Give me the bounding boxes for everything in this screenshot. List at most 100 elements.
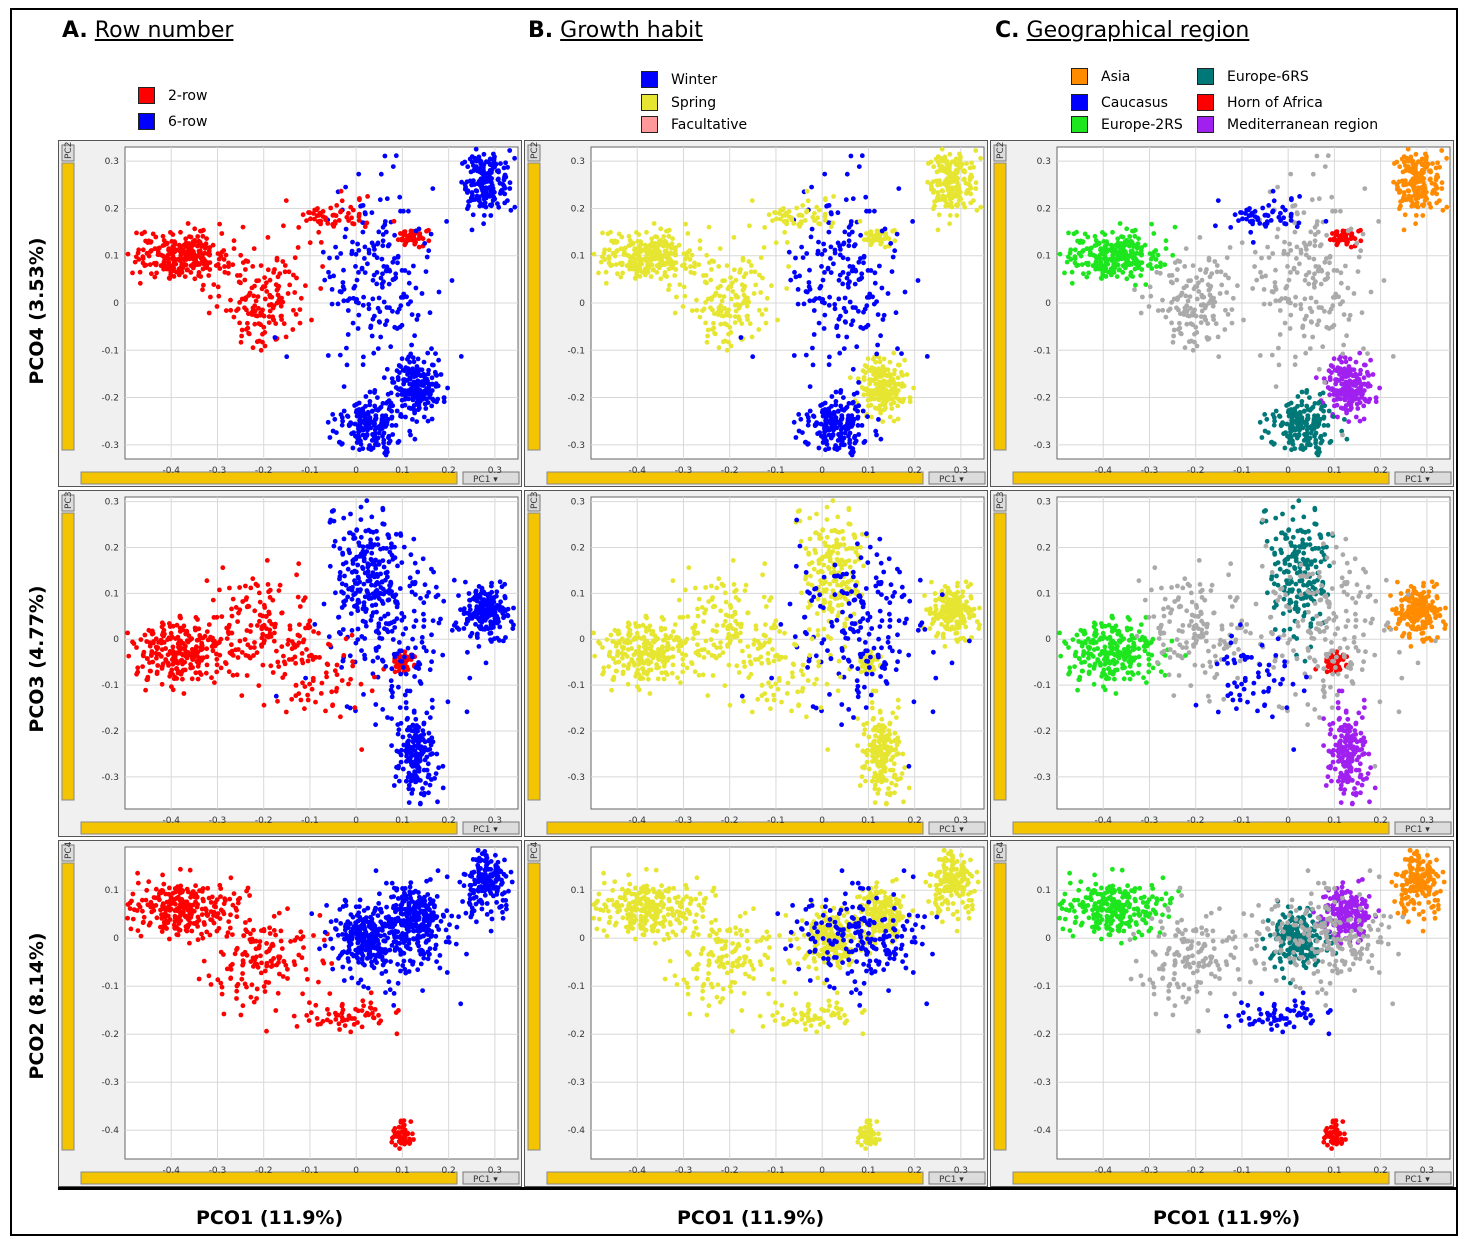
data-point <box>888 241 894 246</box>
data-point <box>246 330 252 336</box>
data-point <box>393 385 399 390</box>
data-point <box>380 271 385 277</box>
scatter-panel-c-1: PC2 PC1 ▾ -0.4 -0.3 -0.2 -0.1 0 0.1 0.2 0.3 0.3 0.2… <box>990 140 1454 487</box>
data-point <box>935 227 941 233</box>
data-point <box>710 327 715 332</box>
data-point <box>874 299 879 304</box>
data-point <box>1340 432 1345 438</box>
data-point <box>807 384 813 389</box>
data-point <box>436 289 442 295</box>
data-point <box>1292 432 1298 438</box>
data-point <box>784 286 790 291</box>
data-point <box>1396 179 1402 185</box>
data-point <box>766 212 772 218</box>
data-point <box>865 356 871 362</box>
data-point <box>419 750 424 756</box>
data-point <box>911 385 916 391</box>
data-point <box>495 177 501 182</box>
data-point <box>404 717 410 722</box>
data-point <box>367 389 373 395</box>
data-point <box>817 221 823 227</box>
data-point <box>784 218 790 224</box>
data-point <box>1140 294 1145 300</box>
data-point <box>712 311 717 317</box>
data-point <box>1062 270 1067 276</box>
data-point <box>1338 405 1344 411</box>
data-point <box>357 416 363 422</box>
data-point <box>1308 319 1314 324</box>
data-point <box>1259 435 1265 440</box>
data-point <box>726 339 731 345</box>
data-point <box>1294 244 1300 250</box>
data-point <box>1432 189 1437 195</box>
data-point <box>345 566 351 572</box>
data-point <box>706 224 712 230</box>
data-point <box>1196 289 1202 294</box>
data-point <box>661 234 667 239</box>
data-point <box>1419 168 1425 173</box>
data-point <box>1111 262 1117 267</box>
data-point <box>842 319 848 324</box>
data-point <box>1312 271 1317 277</box>
data-point <box>331 273 336 279</box>
data-point <box>385 391 391 397</box>
data-point <box>823 416 829 422</box>
data-point <box>380 413 385 419</box>
data-point <box>1342 397 1348 403</box>
data-point <box>392 669 398 675</box>
data-point <box>847 440 852 446</box>
data-point <box>1294 256 1299 261</box>
data-point <box>412 436 418 442</box>
data-point <box>807 298 813 304</box>
data-point <box>147 643 153 649</box>
data-point <box>859 423 865 428</box>
data-point <box>1266 430 1271 435</box>
data-point <box>958 154 963 160</box>
data-point <box>865 397 871 403</box>
data-point <box>602 247 608 253</box>
data-point <box>169 667 175 673</box>
data-point <box>837 350 843 356</box>
data-point <box>223 252 229 258</box>
data-point <box>850 305 856 310</box>
data-point <box>392 256 397 261</box>
data-point <box>180 627 186 633</box>
data-point <box>244 327 249 332</box>
data-point <box>826 203 832 208</box>
data-point <box>422 757 428 763</box>
data-point <box>400 766 406 772</box>
data-point <box>1327 392 1333 398</box>
data-point <box>174 676 180 681</box>
data-point <box>883 387 889 393</box>
data-point <box>807 408 813 414</box>
data-point <box>465 206 470 212</box>
data-point <box>297 307 303 312</box>
data-point <box>1183 307 1188 312</box>
data-point <box>1137 251 1143 257</box>
data-point <box>1260 205 1266 211</box>
data-point <box>167 276 173 281</box>
data-point <box>1439 186 1445 191</box>
data-point <box>846 271 851 277</box>
data-point <box>724 347 730 353</box>
data-point <box>1292 220 1297 225</box>
data-point <box>749 198 755 203</box>
data-point <box>401 742 407 748</box>
data-point <box>174 650 179 656</box>
data-point <box>893 310 899 316</box>
data-point <box>1124 226 1130 232</box>
data-point <box>410 417 415 422</box>
data-point <box>481 221 486 227</box>
data-point <box>1229 320 1235 326</box>
data-point <box>1118 251 1123 256</box>
data-point <box>1206 300 1212 306</box>
data-point <box>132 259 138 265</box>
data-point <box>270 314 276 320</box>
data-point <box>886 379 891 384</box>
data-point <box>466 591 472 596</box>
data-point <box>1362 396 1367 402</box>
data-point <box>628 259 634 265</box>
data-point <box>1158 264 1163 269</box>
data-point <box>651 221 657 226</box>
